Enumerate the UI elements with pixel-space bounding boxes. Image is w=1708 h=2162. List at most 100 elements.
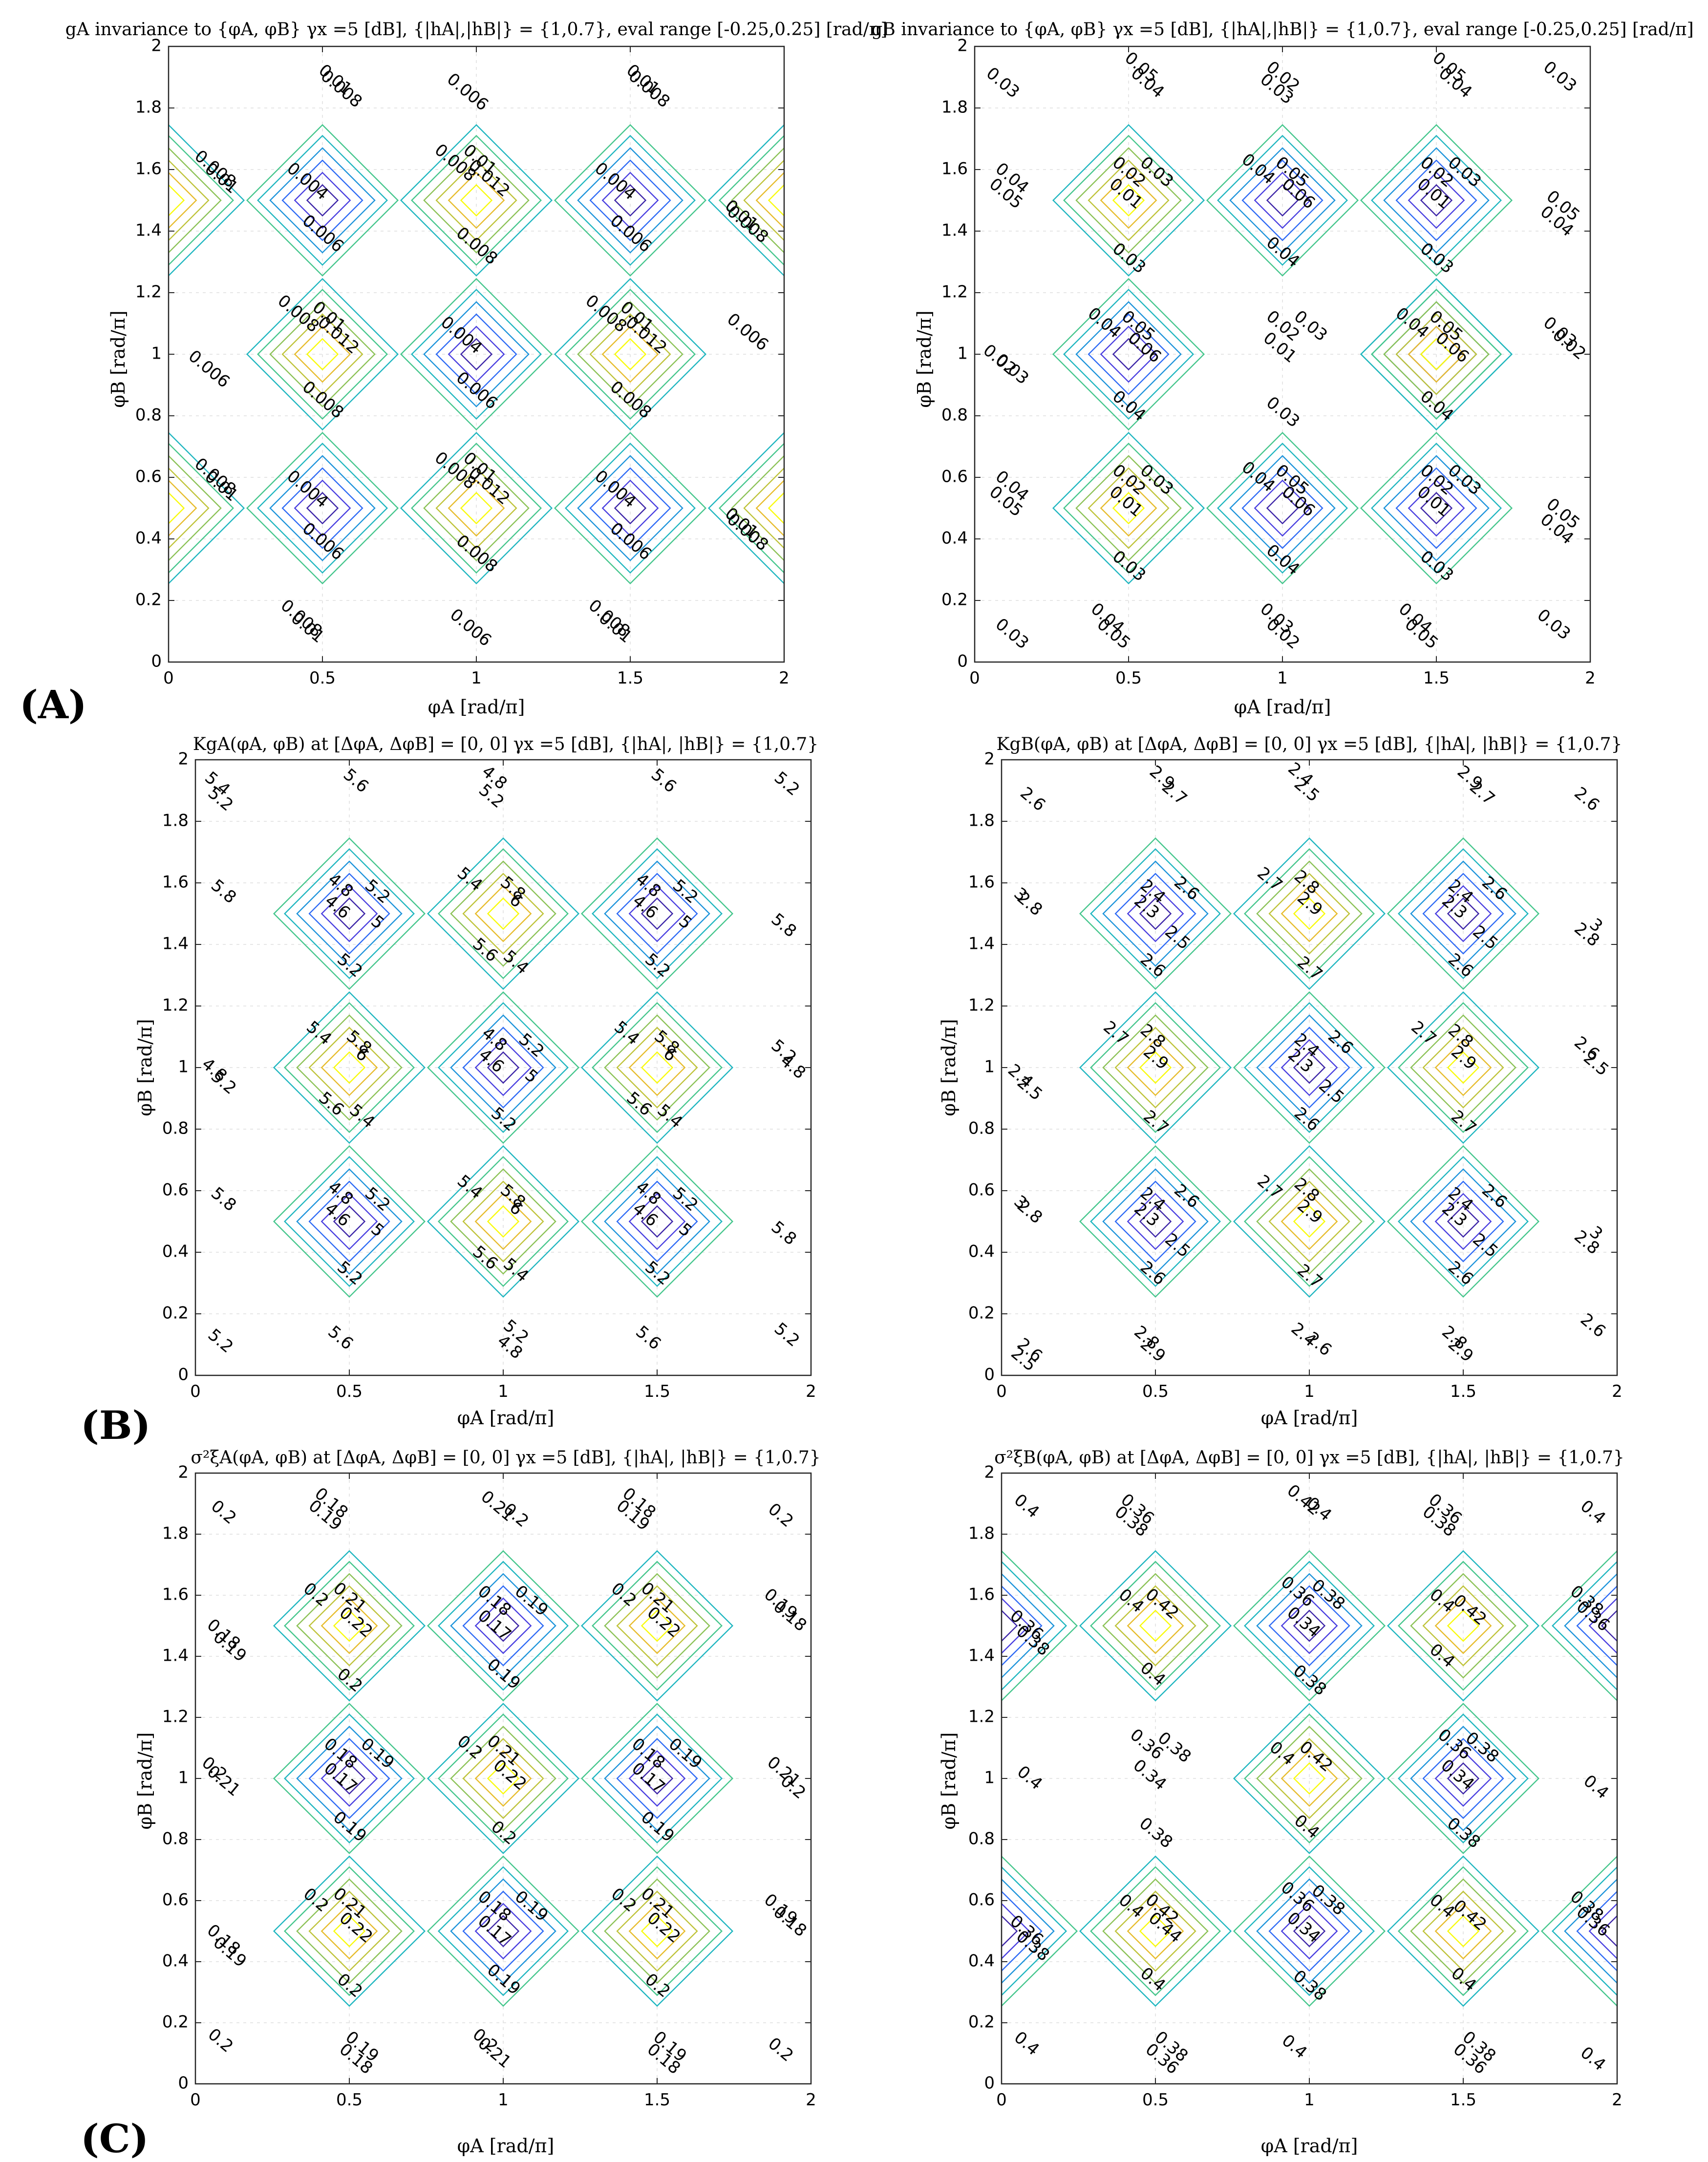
high-contour — [438, 848, 569, 979]
high-contour — [1268, 1738, 1350, 1819]
y-tick-label: 1.4 — [135, 221, 162, 240]
high-contour — [580, 991, 734, 1144]
low-contour — [1410, 1726, 1516, 1831]
high-contour — [628, 1039, 686, 1096]
high-contour — [1127, 1597, 1184, 1654]
y-tick-label: 1.4 — [941, 221, 968, 240]
low-contour — [1601, 1609, 1617, 1642]
low-contour — [1293, 1051, 1326, 1084]
y-tick-label: 1.2 — [968, 1707, 995, 1727]
low-contour — [320, 885, 378, 942]
high-contour — [273, 1550, 426, 1702]
high-contour — [1079, 1855, 1232, 2007]
low-contour — [1217, 443, 1348, 574]
high-contour — [320, 1903, 378, 1960]
high-contour — [427, 1703, 580, 1854]
panel-label-c: (C) — [81, 2116, 149, 2162]
high-contour — [1114, 1585, 1196, 1667]
high-contour — [462, 873, 544, 955]
y-tick-label: 0 — [178, 2074, 189, 2093]
low-contour — [1233, 1855, 1386, 2007]
low-contour — [333, 1762, 366, 1795]
high-contour — [450, 860, 556, 967]
high-contour — [474, 1193, 532, 1250]
low-contour — [628, 1750, 686, 1807]
high-contour — [1243, 1713, 1375, 1843]
high-contour — [1383, 301, 1490, 407]
low-contour — [1551, 1561, 1617, 1691]
low-contour — [423, 301, 530, 407]
grid — [169, 46, 784, 662]
high-contour — [591, 1866, 723, 1996]
low-contour — [1266, 492, 1299, 525]
high-contour — [284, 1002, 415, 1133]
low-contour — [1564, 1878, 1617, 1984]
low-contour — [1447, 897, 1480, 930]
low-contour — [577, 147, 683, 254]
high-contour — [1268, 1180, 1350, 1263]
low-contour — [1217, 135, 1348, 266]
high-contour — [308, 1585, 390, 1667]
high-contour — [1102, 1878, 1209, 1984]
x-axis-label: φA [rad/π] — [457, 1407, 555, 1429]
plot-title: σ²ξA(φA, φB) at [ΔφA, ΔφB] = [0, 0] γx =… — [191, 1448, 820, 1468]
high-contour — [437, 1713, 569, 1843]
high-contour — [448, 171, 505, 229]
y-tick-label: 1.6 — [941, 159, 968, 179]
low-contour — [450, 1878, 556, 1984]
panel-label-a: (A) — [20, 682, 87, 728]
high-contour — [1360, 278, 1513, 431]
low-contour — [616, 873, 698, 955]
panel-label-b: (B) — [81, 1402, 150, 1448]
x-tick-label: 0 — [969, 668, 980, 688]
low-contour — [1434, 885, 1492, 942]
low-contour — [308, 873, 390, 955]
low-contour — [1371, 135, 1502, 266]
high-contour — [296, 1573, 403, 1679]
high-contour — [1371, 289, 1502, 420]
high-contour — [616, 1890, 698, 1972]
y-tick-label: 0.2 — [135, 590, 162, 610]
low-contour — [1206, 124, 1359, 277]
high-contour — [438, 1156, 569, 1287]
low-contour — [628, 1193, 686, 1250]
high-contour — [411, 443, 542, 574]
high-contour — [614, 338, 647, 371]
low-contour — [269, 147, 376, 254]
low-contour — [1002, 1573, 1055, 1679]
high-contour — [1293, 897, 1326, 930]
y-tick-label: 1 — [984, 1057, 995, 1077]
x-tick-label: 2 — [1612, 2090, 1623, 2110]
y-tick-label: 0.6 — [941, 467, 968, 487]
high-contour — [169, 147, 222, 254]
low-contour — [1281, 1903, 1338, 1960]
low-contour — [283, 1713, 415, 1843]
low-contour — [284, 1156, 415, 1287]
x-tick-label: 1 — [1277, 668, 1288, 688]
high-contour — [755, 171, 784, 229]
low-contour — [437, 1866, 569, 1996]
low-contour — [1360, 431, 1513, 585]
plot-kga: KgA(φA, φB) at [ΔφA, ΔφB] = [0, 0] γx =5… — [134, 734, 818, 1429]
x-tick-label: 2 — [1612, 1382, 1623, 1401]
high-contour — [1090, 1002, 1221, 1133]
x-tick-label: 2 — [806, 2090, 816, 2110]
high-contour — [333, 1051, 366, 1084]
low-contour — [580, 1145, 734, 1298]
low-contour — [1410, 1168, 1516, 1275]
high-contour — [474, 1750, 532, 1807]
low-contour — [1079, 837, 1232, 990]
low-contour — [1244, 1002, 1375, 1133]
low-contour — [273, 837, 426, 990]
low-contour — [320, 1193, 378, 1250]
low-contour — [306, 492, 339, 525]
low-contour — [1398, 1156, 1529, 1287]
x-tick-label: 1 — [498, 2090, 509, 2110]
low-contour — [1398, 848, 1529, 979]
grid — [195, 1473, 811, 2084]
x-tick-label: 1 — [498, 1382, 509, 1401]
high-contour — [1052, 124, 1205, 277]
low-contour — [1588, 1903, 1617, 1960]
low-contour — [438, 1002, 569, 1133]
low-contour — [474, 1039, 532, 1096]
